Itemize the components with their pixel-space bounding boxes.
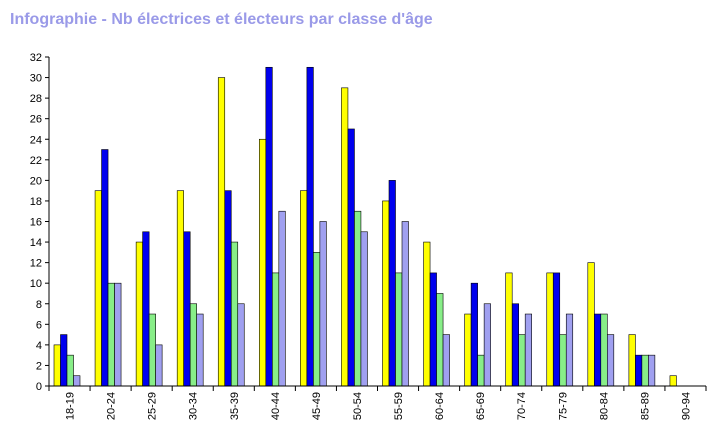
bar-25-29-s1: [135, 241, 143, 387]
bar-30-34-s4: [196, 313, 204, 387]
x-tick-label-75-79: 75-79: [557, 392, 569, 420]
bar-50-54-s2: [347, 128, 355, 387]
x-tick-label-85-89: 85-89: [639, 392, 651, 420]
y-tick-label-14: 14: [30, 237, 42, 249]
bar-65-69-s4: [483, 303, 491, 387]
bar-75-79-s2: [552, 272, 561, 387]
y-tick-label-4: 4: [36, 340, 42, 352]
bar-85-89-s3: [641, 354, 649, 387]
bar-85-89-s2: [635, 354, 643, 387]
bar-65-69-s2: [470, 282, 478, 387]
bar-80-84-s2: [594, 313, 602, 387]
bar-40-44-s3: [272, 272, 280, 387]
bar-40-44-s1: [259, 138, 267, 387]
bar-55-59-s3: [395, 272, 403, 387]
bar-85-89-s4: [648, 354, 656, 387]
x-tick-label-25-29: 25-29: [147, 392, 159, 420]
y-tick-label-6: 6: [36, 319, 42, 331]
x-tick-label-50-54: 50-54: [352, 392, 364, 420]
bar-30-34-s2: [183, 231, 191, 387]
bar-55-59-s2: [388, 180, 396, 387]
x-tick-label-80-84: 80-84: [598, 392, 610, 420]
x-tick-label-65-69: 65-69: [475, 392, 487, 420]
bar-20-24-s2: [101, 149, 109, 387]
bar-70-74-s4: [524, 313, 532, 387]
bar-25-29-s3: [148, 313, 156, 387]
bar-45-49-s3: [313, 252, 321, 387]
y-tick-label-18: 18: [30, 196, 42, 208]
y-tick-label-12: 12: [30, 258, 42, 270]
x-tick-label-40-44: 40-44: [270, 392, 282, 420]
chart-title: Infographie - Nb électrices et électeurs…: [10, 11, 433, 28]
bar-18-19-s4: [73, 375, 81, 387]
bar-18-19-s3: [66, 354, 74, 387]
y-tick-label-22: 22: [30, 155, 42, 167]
x-tick-label-45-49: 45-49: [311, 392, 323, 420]
bar-70-74-s1: [505, 272, 513, 387]
bar-65-69-s3: [477, 354, 485, 387]
bar-60-64-s1: [423, 241, 431, 387]
bar-70-74-s3: [518, 334, 526, 387]
bar-65-69-s1: [464, 313, 472, 387]
bar-60-64-s2: [429, 272, 437, 387]
bar-25-29-s4: [155, 344, 163, 387]
bar-50-54-s1: [341, 87, 349, 387]
y-tick-label-16: 16: [30, 217, 42, 229]
bar-20-24-s4: [114, 282, 122, 387]
y-tick-label-32: 32: [30, 52, 42, 64]
bar-55-59-s1: [382, 200, 390, 387]
bar-20-24-s1: [94, 190, 102, 387]
x-tick-label-35-39: 35-39: [229, 392, 241, 420]
bar-50-54-s3: [354, 210, 362, 387]
y-tick-label-28: 28: [30, 93, 42, 105]
bar-75-79-s4: [565, 313, 574, 387]
bars-group: [53, 66, 677, 387]
bar-55-59-s4: [401, 221, 409, 387]
bar-35-39-s1: [217, 77, 226, 387]
bar-40-44-s4: [278, 210, 286, 387]
x-tick-label-20-24: 20-24: [106, 392, 118, 420]
bar-25-29-s2: [142, 231, 150, 387]
y-tick-label-20: 20: [30, 175, 42, 187]
bar-35-39-s4: [237, 303, 245, 387]
y-tick-label-10: 10: [30, 278, 42, 290]
bar-90-94-s1: [669, 375, 677, 387]
bar-75-79-s1: [546, 272, 554, 387]
bar-40-44-s2: [265, 66, 273, 387]
bar-50-54-s4: [360, 231, 368, 387]
y-tick-label-30: 30: [30, 73, 42, 85]
bar-35-39-s3: [230, 241, 239, 387]
bar-80-84-s3: [600, 313, 608, 387]
bar-45-49-s4: [319, 221, 327, 387]
bar-18-19-s1: [53, 344, 61, 387]
x-tick-label-30-34: 30-34: [188, 392, 200, 420]
bar-30-34-s1: [176, 190, 184, 387]
bar-18-19-s2: [60, 334, 68, 387]
bar-60-64-s4: [442, 334, 450, 387]
bar-80-84-s1: [587, 262, 595, 387]
y-tick-label-8: 8: [36, 299, 42, 311]
x-tick-label-55-59: 55-59: [393, 392, 405, 420]
y-tick-label-2: 2: [36, 360, 42, 372]
bar-85-89-s1: [628, 334, 636, 387]
y-tick-label-26: 26: [30, 114, 42, 126]
bar-45-49-s1: [300, 190, 308, 387]
y-tick-label-24: 24: [30, 134, 42, 146]
x-tick-label-90-94: 90-94: [680, 392, 692, 420]
x-tick-label-60-64: 60-64: [434, 392, 446, 420]
bar-75-79-s3: [559, 334, 567, 387]
bar-20-24-s3: [107, 282, 115, 387]
bar-45-49-s2: [306, 66, 314, 387]
bar-35-39-s2: [224, 190, 232, 387]
y-tick-label-0: 0: [36, 381, 42, 393]
x-tick-label-18-19: 18-19: [65, 392, 77, 420]
bar-80-84-s4: [607, 334, 615, 387]
x-tick-label-70-74: 70-74: [516, 392, 528, 420]
bar-70-74-s2: [511, 303, 519, 387]
bar-30-34-s3: [189, 303, 197, 387]
bar-60-64-s3: [436, 293, 444, 387]
